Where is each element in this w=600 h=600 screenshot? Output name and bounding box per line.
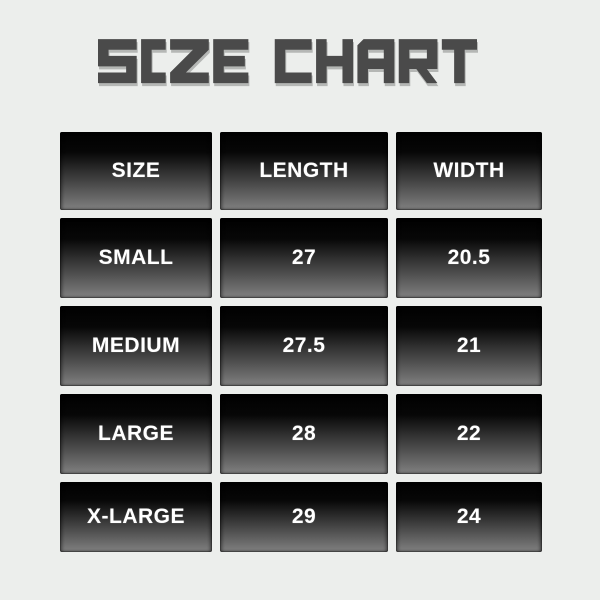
cell-small-size: SMALL bbox=[60, 218, 212, 298]
cell-small-width: 20.5 bbox=[396, 218, 542, 298]
header-width: WIDTH bbox=[396, 132, 542, 210]
cell-large-width: 22 bbox=[396, 394, 542, 474]
cell-x-large-width: 24 bbox=[396, 482, 542, 552]
cell-large-size: LARGE bbox=[60, 394, 212, 474]
cell-x-large-size: X-LARGE bbox=[60, 482, 212, 552]
cell-x-large-length: 29 bbox=[220, 482, 388, 552]
size-chart-title-svg bbox=[98, 39, 477, 84]
cell-medium-width: 21 bbox=[396, 306, 542, 386]
cell-large-length: 28 bbox=[220, 394, 388, 474]
cell-medium-length: 27.5 bbox=[220, 306, 388, 386]
cell-medium-size: MEDIUM bbox=[60, 306, 212, 386]
header-size: SIZE bbox=[60, 132, 212, 210]
header-length: LENGTH bbox=[220, 132, 388, 210]
page-title: SIZE CHART bbox=[98, 39, 477, 88]
size-table: SIZE LENGTH WIDTH SMALL 27 20.5 MEDIUM 27.5 21 LA… bbox=[60, 132, 542, 552]
cell-small-length: 27 bbox=[220, 218, 388, 298]
